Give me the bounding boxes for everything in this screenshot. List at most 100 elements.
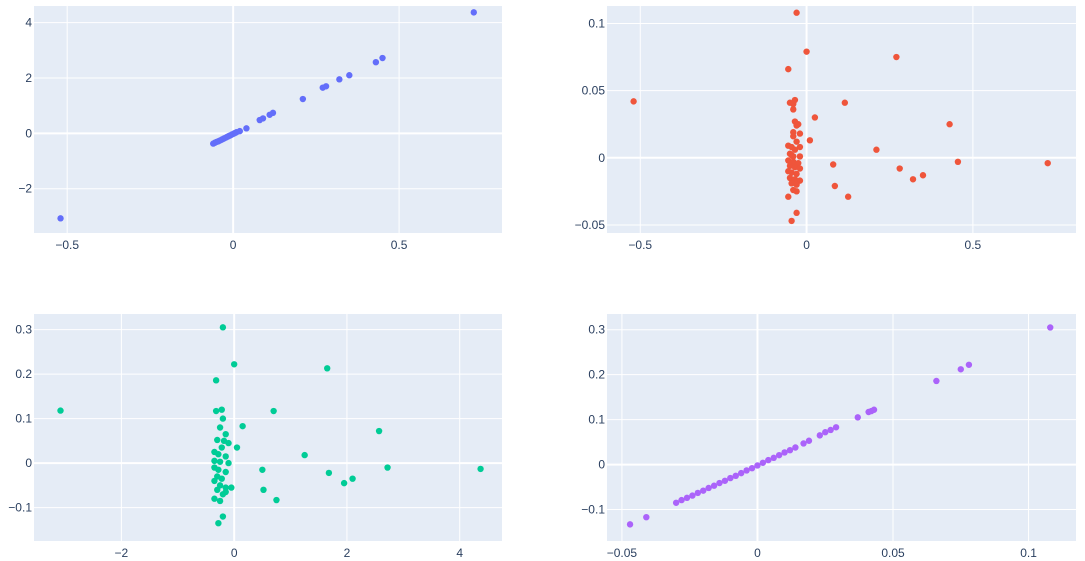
scatter-point: [965, 361, 973, 368]
scatter-point: [212, 407, 220, 415]
scatter-point: [831, 182, 839, 190]
scatter-point: [384, 464, 391, 471]
x-tick-label: 0.5: [965, 238, 982, 252]
scatter-point: [243, 125, 250, 132]
scatter-point: [273, 496, 280, 504]
scatter-point: [372, 58, 380, 66]
x-tick-label: −2: [115, 546, 129, 560]
scatter-point: [743, 467, 750, 474]
scatter-point: [844, 193, 852, 200]
x-tick-label: −0.05: [607, 546, 638, 560]
scatter-point: [896, 165, 903, 172]
scatter-point: [222, 453, 229, 460]
scatter-point: [841, 99, 849, 106]
x-tick-label: −0.5: [628, 238, 652, 252]
scatter-point: [259, 466, 266, 473]
scatter-point: [672, 499, 680, 506]
scatter-point: [721, 477, 729, 484]
scatter-point: [218, 444, 225, 451]
scatter-point: [322, 83, 330, 90]
y-tick-label: 0.3: [15, 323, 32, 337]
scatter-point: [225, 439, 232, 447]
x-tick-label: 0.05: [881, 546, 905, 560]
scatter-point: [216, 497, 224, 505]
scatter-point: [822, 429, 829, 436]
scatter-point: [57, 215, 64, 222]
subplot-4: −0.05 0 0.05 0.1 −0.1 0 0.1 0.2 0.3: [581, 314, 1076, 560]
scatter-point: [793, 181, 800, 188]
scatter-point: [785, 157, 792, 164]
scatter-point: [301, 451, 308, 459]
scatter-point: [630, 98, 637, 105]
scatter-point: [919, 172, 927, 179]
scatter-point: [228, 484, 235, 491]
scatter-point: [477, 465, 484, 473]
x-tick-label: 4: [456, 546, 463, 560]
scatter-point: [893, 53, 900, 61]
scatter-point: [790, 153, 797, 160]
scatter-point: [796, 153, 804, 160]
scatter-point: [705, 484, 712, 492]
scatter-point: [57, 407, 64, 414]
scatter-point: [796, 130, 804, 137]
scatter-point: [219, 324, 227, 331]
scatter-point: [793, 138, 800, 145]
scatter-point: [694, 489, 702, 497]
scatter-point: [790, 133, 797, 140]
scatter-point: [215, 451, 222, 458]
scatter-point: [379, 54, 386, 62]
y-tick-label: 0.2: [15, 367, 32, 381]
scatter-point: [233, 444, 241, 451]
scatter-point: [870, 406, 878, 413]
scatter-point: [700, 487, 707, 494]
scatter-point: [792, 444, 799, 451]
scatter-point: [793, 209, 800, 217]
scatter-point: [216, 424, 224, 431]
scatter-point: [260, 486, 267, 494]
scatter-point: [790, 106, 797, 113]
scatter-point: [806, 137, 814, 144]
y-tick-label: −0.1: [8, 501, 32, 515]
scatter-point: [775, 451, 783, 459]
x-tick-label: 0: [230, 238, 237, 252]
x-tick-label: 0.1: [1020, 546, 1037, 560]
scatter-point: [770, 454, 777, 462]
scatter-point: [873, 146, 880, 153]
y-tick-label: 0.3: [588, 323, 605, 337]
scatter-point: [957, 366, 964, 373]
x-tick-label: 0: [754, 546, 761, 560]
scatter-point: [748, 464, 756, 472]
scatter-point: [211, 457, 218, 465]
y-tick-label: 0: [25, 126, 32, 140]
scatter-point: [946, 121, 953, 128]
scatter-point: [211, 477, 218, 485]
y-tick-label: −2: [18, 182, 32, 196]
scatter-point: [222, 484, 229, 491]
scatter-point: [239, 422, 246, 430]
scatter-point: [219, 415, 227, 422]
scatter-point: [259, 115, 267, 122]
scatter-point: [737, 469, 745, 477]
y-tick-label: 0: [598, 458, 605, 472]
scatter-point: [689, 492, 696, 499]
y-tick-label: 0.05: [582, 84, 606, 98]
x-tick-label: 0: [803, 238, 810, 252]
scatter-point: [336, 76, 343, 83]
scatter-point: [230, 361, 238, 368]
scatter-point: [803, 48, 810, 55]
scatter-point: [785, 65, 792, 73]
subplot-2: −0.5 0 0.5 −0.05 0 0.05 0.1: [575, 6, 1076, 252]
scatter-point: [270, 407, 277, 415]
scatter-point: [340, 479, 348, 487]
y-tick-label: 0.2: [588, 368, 605, 382]
scatter-point: [788, 217, 795, 225]
plot-area: [607, 314, 1076, 541]
y-tick-label: 0: [598, 151, 605, 165]
scatter-point: [215, 519, 222, 527]
x-tick-label: 0.5: [391, 238, 408, 252]
scatter-point: [732, 472, 739, 480]
y-tick-label: −0.1: [581, 503, 605, 517]
scatter-point: [788, 169, 795, 176]
plot-area: [34, 314, 502, 541]
x-tick-label: −0.5: [55, 238, 79, 252]
